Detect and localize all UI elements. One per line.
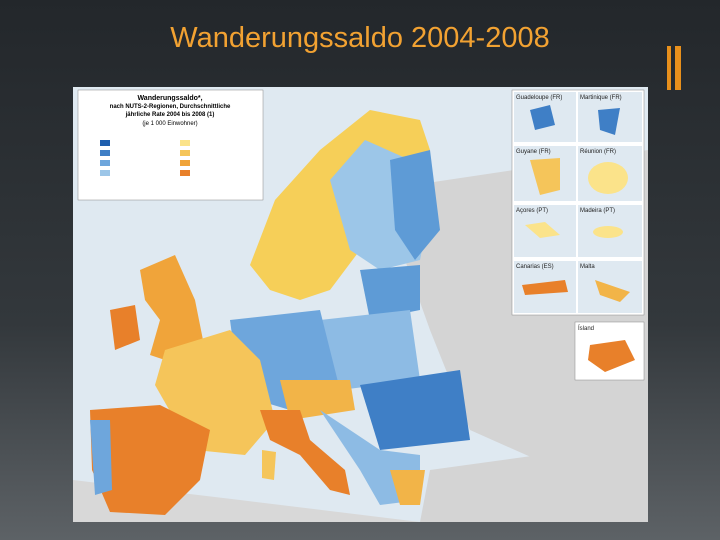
land-non-eu bbox=[420, 440, 648, 522]
land-ireland bbox=[110, 305, 140, 350]
accent-bar bbox=[667, 46, 671, 90]
land-greece bbox=[390, 470, 425, 505]
land-baltics bbox=[360, 265, 420, 320]
inset-label: Guadeloupe (FR) bbox=[516, 95, 562, 101]
land-poland bbox=[320, 310, 420, 390]
legend-title: nach NUTS-2-Regionen, Durchschnittliche bbox=[110, 104, 231, 110]
land-uk bbox=[140, 255, 205, 365]
insets: Guadeloupe (FR) Martinique (FR) Guyane (… bbox=[511, 89, 645, 381]
land-sardinia bbox=[262, 450, 276, 480]
inset-label: Malta bbox=[580, 264, 595, 270]
land-romania bbox=[360, 370, 470, 450]
slide-title: Wanderungssaldo 2004-2008 bbox=[170, 22, 549, 54]
land-italy bbox=[260, 410, 350, 495]
inset-label: Madeira (PT) bbox=[580, 208, 615, 214]
inset-label: Ísland bbox=[578, 325, 594, 332]
land-spain bbox=[90, 405, 210, 515]
inset-label: Réunion (FR) bbox=[580, 149, 616, 155]
land-finland bbox=[390, 150, 440, 260]
inset-label: Canarias (ES) bbox=[516, 264, 554, 270]
inset-label: Açores (PT) bbox=[516, 208, 548, 214]
legend-title: jährliche Rate 2004 bis 2008 (1) bbox=[125, 112, 215, 118]
legend-swatches bbox=[100, 140, 190, 176]
legend-title: Wanderungssaldo*, bbox=[137, 95, 202, 102]
land-portugal bbox=[90, 420, 112, 495]
map: Wanderungssaldo*, nach NUTS-2-Regionen, … bbox=[73, 87, 648, 522]
legend-unit: (je 1 000 Einwohner) bbox=[142, 121, 197, 127]
inset-label: Martinique (FR) bbox=[580, 95, 622, 101]
accent-bar bbox=[675, 46, 681, 90]
inset-label: Guyane (FR) bbox=[516, 149, 551, 155]
